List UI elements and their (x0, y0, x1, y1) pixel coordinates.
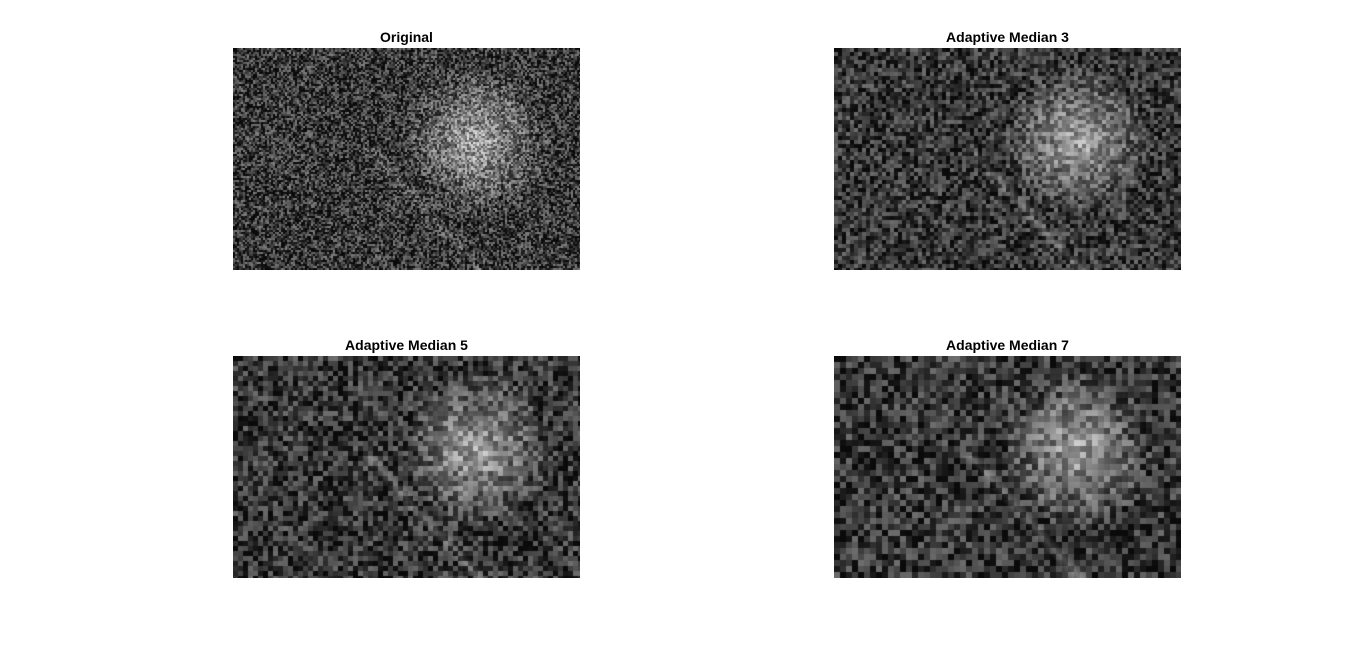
filtered-image (834, 356, 1181, 578)
panel-title: Adaptive Median 5 (345, 337, 468, 353)
panel-adaptive-median-3: Adaptive Median 3 (834, 28, 1181, 270)
panel-title: Adaptive Median 3 (946, 29, 1069, 45)
filtered-image (233, 356, 580, 578)
panel-adaptive-median-5: Adaptive Median 5 (233, 336, 580, 578)
noisy-image (233, 48, 580, 270)
panel-title: Adaptive Median 7 (946, 337, 1069, 353)
filtered-image (834, 48, 1181, 270)
panel-title: Original (380, 29, 433, 45)
panel-original: Original (233, 28, 580, 270)
panel-adaptive-median-7: Adaptive Median 7 (834, 336, 1181, 578)
